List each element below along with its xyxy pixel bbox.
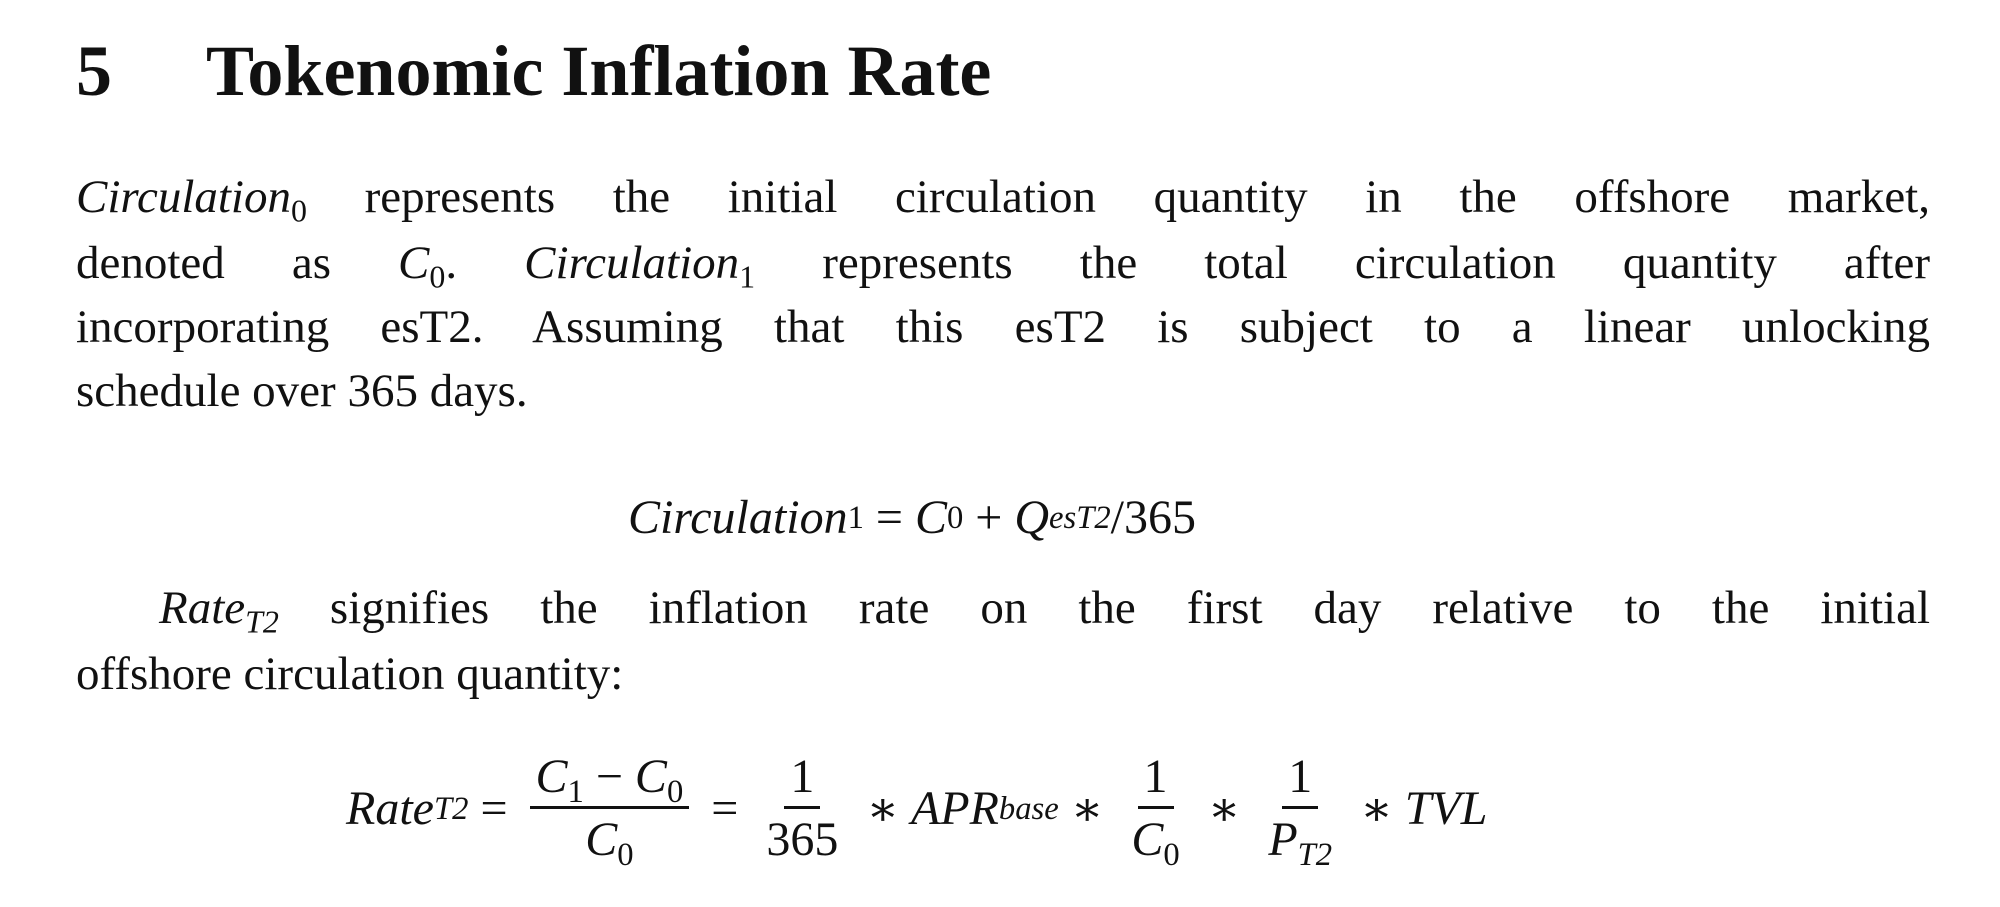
paragraph-line: incorporating esT2. Assuming that this e… [76, 301, 1930, 353]
math-var: Circulation [628, 491, 848, 544]
numerator: 1 [1282, 751, 1319, 810]
math-var: APR [910, 782, 999, 836]
section-title: Tokenomic Inflation Rate [206, 31, 992, 111]
text: signifies the inflation rate on the firs… [278, 582, 1930, 634]
paragraph-line: schedule over 365 days. [76, 365, 528, 417]
math-text: /365 [1110, 491, 1197, 544]
equals-sign: = [480, 782, 508, 836]
math-sub: T2 [245, 604, 279, 640]
math-var: P [1268, 813, 1298, 867]
numerator: 1 [784, 751, 821, 810]
times-sign: ∗ [1207, 782, 1241, 836]
text: represents the initial circulation quant… [306, 171, 1930, 223]
fraction: 1 C0 [1125, 751, 1185, 871]
paragraph-line: denoted as C0. Circulation1 represents t… [76, 236, 1930, 293]
text: . [445, 237, 525, 289]
fraction: 1 365 [760, 751, 844, 867]
math-var: C [585, 813, 618, 867]
math-sub: 0 [1163, 837, 1180, 874]
text: represents the total circulation quantit… [755, 237, 1930, 289]
math-var: C [535, 750, 568, 803]
math-var: Q [1014, 491, 1050, 544]
math-var: Circulation [524, 237, 740, 289]
equals-sign: = [711, 782, 739, 836]
fraction: C1 − C0 C0 [529, 750, 690, 871]
math-sub: 0 [429, 259, 446, 295]
section-number: 5 [76, 31, 112, 111]
math-sub: 1 [567, 773, 584, 810]
minus-sign: − [583, 750, 635, 803]
math-var: Circulation [76, 171, 291, 223]
math-sub: 1 [739, 259, 756, 295]
times-sign: ∗ [866, 782, 899, 836]
math-var: TVL [1404, 782, 1488, 836]
paragraph-line: RateT2 signifies the inflation rate on t… [159, 581, 1930, 638]
numerator: 1 [1137, 751, 1174, 810]
math-var: C [634, 750, 667, 803]
equals-sign: = [875, 491, 903, 544]
paragraph-line: offshore circulation quantity: [76, 648, 624, 700]
math-var: C [1131, 813, 1164, 867]
times-sign: ∗ [1070, 782, 1104, 836]
math-var: Rate [346, 782, 434, 836]
times-sign: ∗ [1360, 782, 1393, 836]
math-sub: 0 [291, 193, 307, 229]
paragraph-line: Circulation0 represents the initial circ… [76, 170, 1930, 227]
plus-sign: + [975, 491, 1003, 544]
fraction: 1 PT2 [1262, 751, 1338, 871]
math-sub: T2 [1297, 837, 1333, 874]
math-var: Rate [159, 582, 246, 634]
math-sub: 0 [617, 837, 634, 874]
math-sub: 0 [666, 773, 684, 810]
denominator: 365 [766, 813, 839, 867]
math-var: C [398, 237, 430, 289]
section-heading: 5 Tokenomic Inflation Rate [76, 30, 991, 113]
text: denoted as [76, 237, 399, 289]
math-var: C [914, 491, 947, 544]
